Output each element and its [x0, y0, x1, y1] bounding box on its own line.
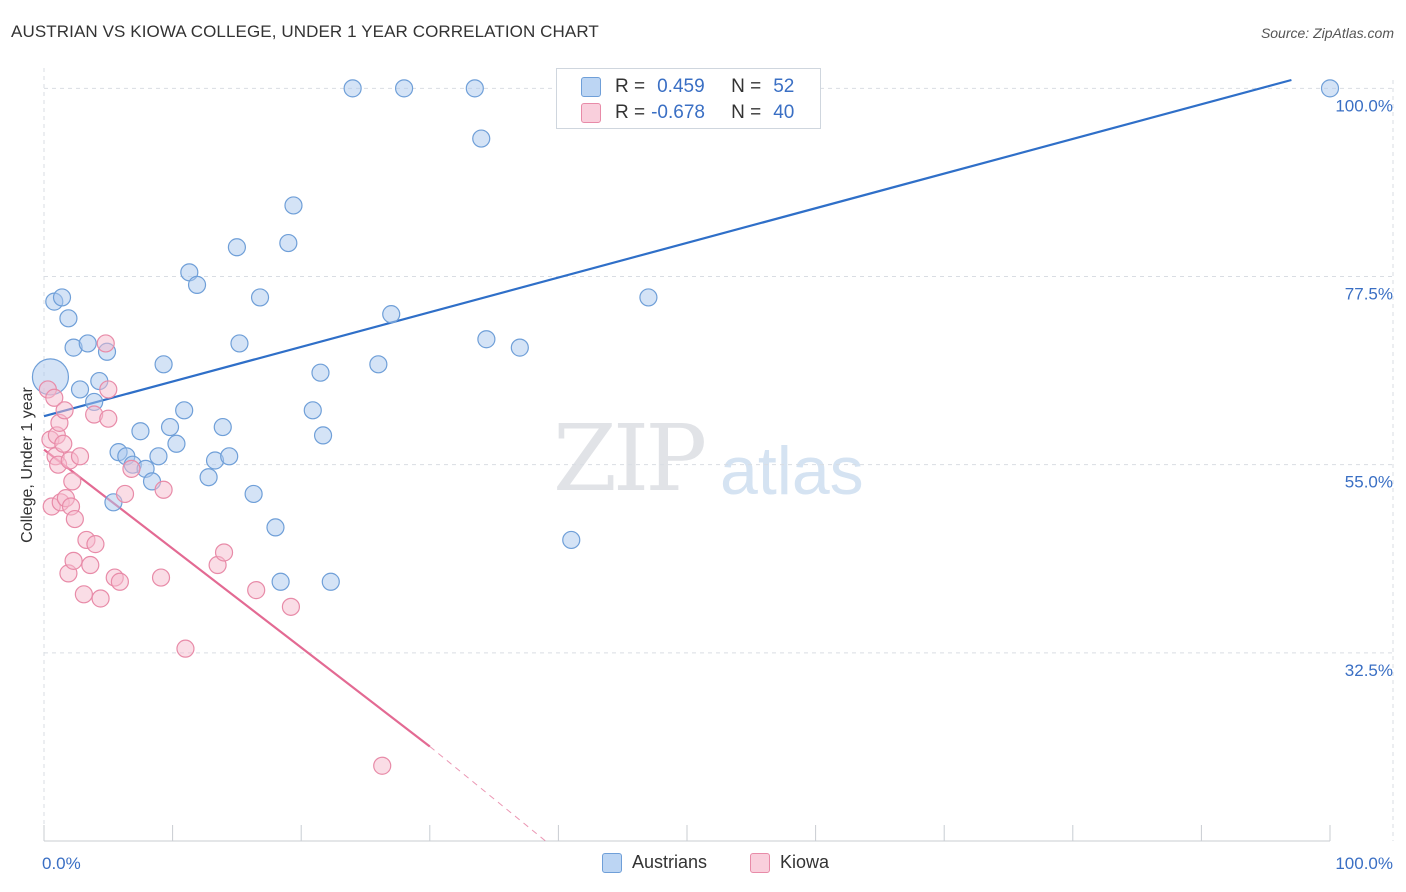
- austrians-point: [154, 355, 173, 374]
- kiowa-swatch: [581, 103, 601, 123]
- austrians-point: [562, 530, 581, 550]
- kiowa-point: [54, 434, 73, 453]
- kiowa-point: [154, 480, 173, 499]
- y-axis-label: College, Under 1 year: [19, 387, 36, 543]
- kiowa-point: [214, 543, 234, 562]
- austrians-n-label: N =: [731, 76, 762, 97]
- legend-austrians-swatch: [602, 852, 622, 873]
- austrians-point: [131, 422, 150, 441]
- austrians-n-value: 52: [773, 76, 795, 97]
- watermark-zip: ZIP: [553, 405, 707, 512]
- austrians-point: [266, 518, 285, 537]
- austrians-point: [220, 447, 239, 466]
- legend-kiowa-swatch: [750, 852, 770, 873]
- kiowa-point: [115, 484, 135, 504]
- legend-austrians-label: Austrians: [632, 852, 708, 872]
- stats-row-kiowa: R = -0.678 N = 40: [581, 101, 794, 125]
- austrians-point: [303, 401, 322, 420]
- x-tick-label-min: 0.0%: [42, 854, 81, 873]
- austrians-point: [369, 355, 388, 374]
- austrians-point: [284, 196, 303, 215]
- austrians-point: [477, 330, 496, 349]
- watermark-atlas: atlas: [720, 433, 864, 509]
- y-tick-label: 100.0%: [1335, 96, 1393, 115]
- austrians-point: [52, 288, 72, 307]
- kiowa-point: [96, 334, 115, 353]
- kiowa-point: [45, 388, 64, 407]
- austrians-r-value: 0.459: [657, 76, 705, 97]
- austrians-point: [510, 338, 529, 357]
- austrians-r-label: R =: [615, 76, 646, 97]
- point-layer: [31, 79, 1340, 775]
- kiowa-point: [74, 585, 93, 604]
- austrians-trend-line: [43, 78, 1292, 418]
- austrians-swatch: [581, 77, 601, 97]
- y-tick-label: 77.5%: [1345, 285, 1393, 304]
- kiowa-point: [247, 581, 266, 600]
- austrians-point: [70, 380, 90, 399]
- austrians-point: [167, 434, 186, 453]
- austrians-point: [321, 572, 340, 591]
- kiowa-point: [86, 535, 105, 554]
- kiowa-point: [64, 551, 83, 570]
- austrians-point: [149, 447, 168, 466]
- kiowa-point: [63, 472, 82, 491]
- austrians-point: [230, 334, 249, 353]
- austrians-point: [213, 417, 232, 437]
- stats-legend-box: R = 0.459 N = 52 R = -0.678 N = 40: [556, 68, 821, 129]
- kiowa-point: [110, 572, 129, 591]
- y-tick-label: 32.5%: [1345, 661, 1393, 680]
- chart-title: AUSTRIAN VS KIOWA COLLEGE, UNDER 1 YEAR …: [11, 22, 599, 41]
- austrians-point: [250, 288, 270, 307]
- kiowa-point: [99, 380, 118, 399]
- kiowa-point: [99, 409, 118, 428]
- grid-layer: [43, 68, 1395, 841]
- austrians-point: [465, 79, 484, 98]
- austrians-point: [78, 334, 97, 353]
- axis-layer: [43, 825, 1331, 842]
- legend-item-austrians[interactable]: Austrians: [602, 852, 707, 873]
- austrians-point: [311, 363, 330, 382]
- austrians-point: [227, 238, 246, 257]
- austrians-point: [639, 288, 658, 307]
- kiowa-point: [65, 509, 84, 529]
- kiowa-n-label: N =: [731, 102, 762, 123]
- austrians-point: [187, 275, 207, 294]
- austrians-point: [199, 468, 218, 487]
- kiowa-point: [373, 756, 392, 775]
- austrians-point: [1320, 79, 1340, 98]
- tick-label-layer: 32.5% 55.0% 77.5% 100.0% 0.0% 100.0%: [42, 96, 1393, 873]
- kiowa-point: [151, 568, 171, 587]
- source-label: Source: ZipAtlas.com: [1260, 25, 1394, 41]
- kiowa-point: [81, 555, 100, 575]
- austrians-point: [394, 79, 414, 98]
- kiowa-point: [176, 639, 195, 658]
- austrians-point: [244, 484, 263, 504]
- austrians-point: [175, 401, 194, 420]
- legend-kiowa-label: Kiowa: [780, 852, 830, 872]
- kiowa-r-value: -0.678: [651, 102, 705, 123]
- kiowa-point: [91, 589, 110, 608]
- austrians-point: [160, 417, 180, 437]
- austrians-point: [59, 309, 78, 328]
- legend-item-kiowa[interactable]: Kiowa: [750, 852, 829, 873]
- kiowa-r-label: R =: [615, 102, 646, 123]
- austrians-point: [382, 305, 401, 324]
- y-tick-label: 55.0%: [1345, 473, 1393, 492]
- x-tick-label-max: 100.0%: [1335, 854, 1393, 873]
- austrians-point: [343, 79, 362, 98]
- austrians-point: [472, 129, 491, 148]
- kiowa-trend-line: [429, 746, 546, 842]
- bottom-legend: Austrians Kiowa: [0, 852, 1406, 876]
- austrians-point: [279, 233, 298, 253]
- kiowa-point: [55, 401, 74, 420]
- kiowa-point: [281, 597, 301, 616]
- austrians-point: [271, 572, 290, 591]
- kiowa-point: [122, 459, 141, 478]
- stats-row-austrians: R = 0.459 N = 52: [581, 75, 794, 99]
- kiowa-point: [70, 447, 90, 466]
- austrians-point: [313, 426, 333, 445]
- kiowa-n-value: 40: [773, 102, 795, 123]
